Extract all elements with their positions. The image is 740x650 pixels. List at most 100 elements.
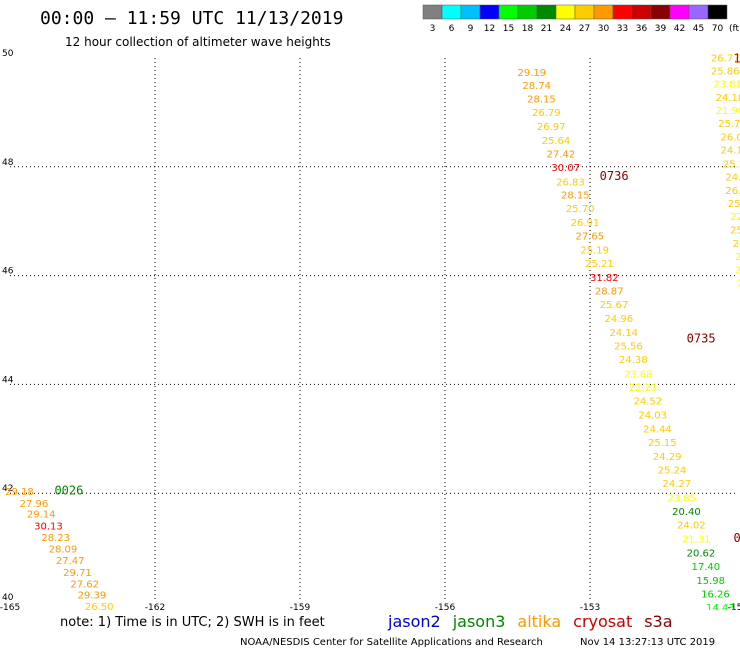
pass-time-label: 07 bbox=[734, 531, 740, 545]
wave-height-point: 26.77 bbox=[711, 53, 740, 64]
wave-height-point: 25.15 bbox=[648, 438, 677, 449]
footer-note: note: 1) Time is in UTC; 2) SWH is in fe… bbox=[60, 615, 325, 630]
wave-height-point: 26.18 bbox=[725, 186, 740, 197]
wave-height-point: 23.68 bbox=[624, 369, 653, 380]
wave-height-point: 12.84 bbox=[721, 645, 740, 650]
wave-height-point: 24.18 bbox=[721, 146, 740, 157]
wave-height-point: 26.91 bbox=[571, 218, 600, 229]
x-tick-label: -162 bbox=[145, 603, 165, 613]
wave-height-point: 25.27 bbox=[730, 226, 740, 237]
colorbar-label: 42 bbox=[674, 24, 685, 34]
wave-height-point: 22.21 bbox=[629, 383, 658, 394]
wave-height-point: 24.96 bbox=[605, 314, 634, 325]
colorbar-swatch bbox=[688, 4, 709, 20]
colorbar-swatch bbox=[422, 4, 443, 20]
colorbar-swatch bbox=[479, 4, 500, 20]
wave-height-point: 26.50 bbox=[85, 602, 114, 613]
wave-height-point: 25.19 bbox=[580, 245, 609, 256]
colorbar-swatch bbox=[707, 4, 728, 20]
wave-height-point: 25.56 bbox=[614, 342, 643, 353]
colorbar-unit: (ft) bbox=[729, 24, 740, 34]
wave-height-point: 29.19 bbox=[518, 68, 547, 79]
colorbar-swatch bbox=[498, 4, 519, 20]
wave-height-point: 24.52 bbox=[634, 397, 663, 408]
wave-height-point: 25.21 bbox=[585, 259, 614, 270]
wave-height-point: 26.02 bbox=[721, 133, 740, 144]
wave-height-point: 25.23 bbox=[728, 199, 740, 210]
wave-height-point: 28.87 bbox=[595, 287, 624, 298]
x-tick-label: -153 bbox=[580, 603, 600, 613]
pass-time-label: 0736 bbox=[600, 169, 629, 183]
wave-height-point: 21.31 bbox=[682, 535, 711, 546]
plot-grid bbox=[10, 58, 735, 602]
wave-height-point: 29.39 bbox=[78, 591, 107, 602]
satellite-legend: jason2 jason3 altika cryosat s3a bbox=[387, 612, 673, 631]
wave-height-point: 25.70 bbox=[566, 204, 595, 215]
wave-height-points: 29.19 28.74 28.15 26.79 26.97 25.64 27.42 30.07… bbox=[5, 53, 740, 650]
page-title: 00:00 – 11:59 UTC 11/13/2019 bbox=[40, 8, 343, 29]
legend-item-altika: altika bbox=[517, 612, 561, 631]
wave-height-point: 24.18 bbox=[716, 93, 740, 104]
wave-height-point: 13.72 bbox=[716, 631, 740, 642]
legend-item-s3a: s3a bbox=[644, 612, 672, 631]
wave-height-point: 30.07 bbox=[551, 163, 580, 174]
wave-height-point: 26.79 bbox=[532, 108, 561, 119]
colorbar-swatch bbox=[650, 4, 671, 20]
wave-height-point: 16.26 bbox=[701, 590, 730, 601]
wave-height-point: 17.40 bbox=[692, 562, 721, 573]
wave-height-point: 20.40 bbox=[672, 507, 701, 518]
wave-height-point: 25.64 bbox=[542, 136, 571, 147]
wave-height-point: 20.62 bbox=[687, 548, 716, 559]
wave-height-point: 31.82 bbox=[590, 273, 619, 284]
footer-timestamp: Nov 14 13:27:13 UTC 2019 bbox=[580, 637, 715, 648]
colorbar-label: 39 bbox=[655, 24, 667, 34]
colorbar-swatch bbox=[441, 4, 462, 20]
wave-height-point: 28.74 bbox=[522, 81, 551, 92]
y-tick-label: 46 bbox=[2, 267, 14, 277]
wave-height-point: 27.62 bbox=[70, 579, 99, 590]
colorbar-swatch bbox=[460, 4, 481, 20]
wave-height-point: 25.24 bbox=[658, 466, 687, 477]
colorbar-label: 24 bbox=[560, 24, 572, 34]
y-tick-label: 50 bbox=[2, 49, 14, 59]
x-tick-label: -156 bbox=[435, 603, 456, 613]
wave-height-point: 24.44 bbox=[643, 424, 672, 435]
colorbar-swatch bbox=[536, 4, 557, 20]
wave-height-point: 21.90 bbox=[716, 106, 740, 117]
pass-time-label: 0735 bbox=[687, 332, 716, 346]
wave-height-point: 24.38 bbox=[619, 355, 648, 366]
page-subtitle: 12 hour collection of altimeter wave hei… bbox=[65, 35, 331, 49]
y-tick-label: 40 bbox=[2, 593, 14, 603]
wave-height-point: 22.91 bbox=[730, 212, 740, 223]
x-tick-label: -159 bbox=[290, 603, 311, 613]
wave-height-point: 27.42 bbox=[547, 150, 576, 161]
y-tick-label: 42 bbox=[2, 484, 13, 494]
colorbar-swatch bbox=[517, 4, 538, 20]
wave-height-point: 28.15 bbox=[561, 190, 590, 201]
colorbar-swatch bbox=[555, 4, 576, 20]
wave-height-point: 26.40 bbox=[733, 239, 740, 250]
colorbar-label: 15 bbox=[503, 24, 514, 34]
colorbar-label: 12 bbox=[484, 24, 495, 34]
wave-height-point: 23.85 bbox=[667, 493, 696, 504]
wave-height-point: 24.14 bbox=[609, 328, 638, 339]
wave-height-point: 25.70 bbox=[718, 119, 740, 130]
colorbar-swatch bbox=[631, 4, 652, 20]
colorbar-swatch bbox=[669, 4, 690, 20]
x-tick-label: -165 bbox=[0, 603, 20, 613]
legend-item-jason3: jason3 bbox=[452, 612, 506, 631]
wave-height-point: 23.0 bbox=[735, 252, 740, 263]
wave-height-point: 27.96 bbox=[20, 499, 49, 510]
y-tick-label: 44 bbox=[2, 375, 14, 385]
wave-height-point: 29.71 bbox=[63, 568, 92, 579]
pass-time-label: 1 bbox=[734, 51, 740, 65]
axis-ticks: -165 -162 -159 -156 -153 -15 50 48 46 44 42 40 bbox=[0, 49, 740, 613]
colorbar-label: 70 bbox=[712, 24, 724, 34]
wave-height-point: 25.86 bbox=[711, 66, 740, 77]
wave-height-point: 28.09 bbox=[49, 544, 78, 555]
y-tick-label: 48 bbox=[2, 158, 14, 168]
wave-height-point: 23 bbox=[737, 278, 740, 289]
wave-height-point: 24.02 bbox=[677, 521, 706, 532]
